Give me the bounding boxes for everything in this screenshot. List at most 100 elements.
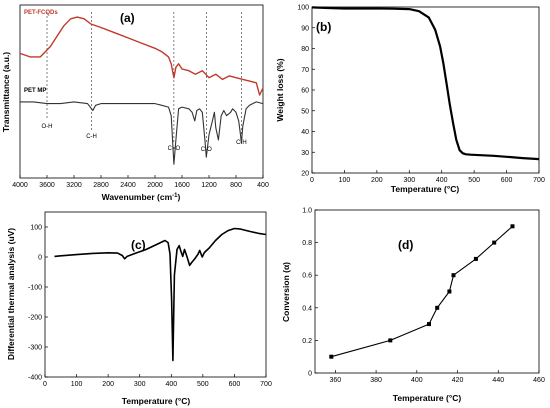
panel-a-series: PET-FCQDs PET MP: [19, 10, 264, 165]
ytick-label: 0: [38, 255, 42, 262]
series-pet-fcqds: [19, 16, 264, 96]
xtick-label: 800: [230, 182, 242, 189]
ytick-label: 30: [301, 150, 309, 157]
panel-a-xlabel: Wavenumber (cm-1): [102, 192, 181, 202]
panel-d-ylabel: Conversion (α): [281, 262, 291, 322]
xtick-label: 2800: [93, 182, 109, 189]
xtick-label: 440: [492, 377, 504, 384]
annotation-label: O-H: [42, 124, 53, 130]
series-label-pet-fcqds: PET-FCQDs: [24, 10, 58, 16]
ytick-label: -300: [28, 345, 42, 352]
panel-b-xlabel: Temperature (°C): [391, 184, 460, 194]
annotation-label: C=O: [168, 146, 181, 152]
xtick-label: 380: [370, 377, 382, 384]
annotation-label: C-H: [86, 134, 97, 140]
panel-c: (c) Differential thermal analysis (uV) T…: [6, 211, 272, 406]
panel-a: (a) Transmittance (a.u.) Wavenumber (cm-…: [1, 4, 269, 202]
xtick-label: 600: [501, 177, 513, 184]
ytick-label: 90: [301, 25, 309, 32]
series-weight-loss: [311, 6, 540, 161]
data-point: [329, 354, 334, 359]
data-point: [435, 305, 440, 310]
ytick-label: -200: [28, 315, 42, 322]
ytick-label: 0.8: [302, 240, 312, 247]
panel-c-frame: [44, 211, 267, 378]
xtick-label: 500: [468, 177, 480, 184]
data-point: [427, 322, 431, 327]
panel-b-axes: 0 100 200 300 400 500 600 700 20 30 40 50 60 70 80 90 10…: [297, 5, 545, 185]
ytick-label: 0.6: [302, 273, 312, 280]
panel-b-series: [311, 6, 540, 161]
xtick-label: 400: [436, 177, 448, 184]
data-point: [473, 256, 478, 261]
xtick-label: 460: [533, 377, 545, 384]
ytick-label: 0: [308, 371, 312, 378]
xtick-label: 2400: [120, 182, 136, 189]
ytick-label: 50: [301, 108, 309, 115]
panel-b-ylabel: Weight loss (%): [275, 58, 285, 121]
xtick-label: 500: [197, 381, 209, 388]
xtick-label: 360: [330, 377, 342, 384]
xtick-label: 0: [43, 381, 47, 388]
data-point: [451, 273, 456, 278]
ytick-label: 0.4: [302, 305, 312, 312]
xtick-label: 300: [134, 381, 146, 388]
xtick-label: 400: [257, 182, 269, 189]
xtick-label: 200: [371, 177, 383, 184]
ytick-label: 0.2: [302, 338, 312, 345]
xtick-label: 700: [533, 177, 545, 184]
panel-d-series: [329, 224, 515, 359]
xtick-label: 100: [71, 381, 83, 388]
xtick-label: 3600: [39, 182, 55, 189]
xtick-label: 200: [102, 381, 114, 388]
xtick-label: 700: [260, 381, 272, 388]
ytick-label: -100: [28, 285, 42, 292]
xtick-label: 4000: [12, 182, 28, 189]
panel-a-xticks: 4000 3600 3200 2800 2400 2000 1600 1200 800 400: [12, 175, 269, 189]
xtick-label: 2000: [147, 182, 163, 189]
panel-d-xlabel: Temperature (°C): [393, 393, 462, 403]
data-point: [492, 240, 497, 245]
panel-a-annotations: O-HC-HC=O C-OC-H: [42, 12, 247, 153]
panel-c-ylabel: Differential thermal analysis (uV): [6, 228, 16, 360]
xtick-label: 400: [411, 377, 423, 384]
panel-a-xlabel-end: ): [178, 192, 181, 202]
panel-a-frame: [19, 4, 264, 179]
data-point: [510, 224, 515, 229]
ytick-label: 100: [297, 5, 309, 12]
panel-d-label: (d): [398, 238, 413, 252]
panel-d: (d) Conversion (α) Temperature (°C) 360 3…: [281, 208, 545, 404]
panel-c-axes: 0 100 200 300 400 500 600 700 100 0 -100 -200 -300 -4…: [28, 225, 272, 389]
xtick-label: 100: [339, 177, 351, 184]
xtick-label: 300: [403, 177, 415, 184]
panel-a-ylabel: Transmittance (a.u.): [1, 52, 11, 132]
xtick-label: 400: [165, 381, 177, 388]
panel-b: (b) Weight loss (%) Temperature (°C) 0 10…: [275, 5, 545, 195]
ytick-label: -400: [28, 375, 42, 382]
panel-d-axes: 360 380 400 420 440 460 0 0.2 0.4 0.6 0.8 1.0: [302, 208, 545, 385]
ytick-label: 100: [30, 225, 42, 232]
panel-c-series: [54, 227, 267, 362]
ytick-label: 60: [301, 88, 309, 95]
xtick-label: 1200: [201, 182, 217, 189]
panel-d-frame: [314, 209, 540, 374]
series-dta: [54, 227, 267, 362]
series-pet-mp: [20, 101, 264, 165]
xtick-label: 0: [310, 177, 314, 184]
xtick-label: 1600: [174, 182, 190, 189]
xtick-label: 600: [229, 381, 241, 388]
panel-a-label: (a): [120, 11, 135, 25]
annotation-label: C-O: [201, 147, 212, 153]
ytick-label: 80: [301, 46, 309, 53]
panel-b-frame: [311, 6, 540, 174]
panel-c-label: (c): [131, 238, 146, 252]
ytick-label: 40: [301, 129, 309, 136]
ytick-label: 20: [301, 171, 309, 178]
data-point: [388, 338, 393, 343]
panel-a-xlabel-main: Wavenumber (cm: [102, 192, 173, 202]
panel-c-xlabel: Temperature (°C): [122, 396, 191, 406]
series-conversion: [331, 225, 513, 358]
ytick-label: 1.0: [302, 208, 312, 215]
panel-b-label: (b): [316, 20, 331, 34]
